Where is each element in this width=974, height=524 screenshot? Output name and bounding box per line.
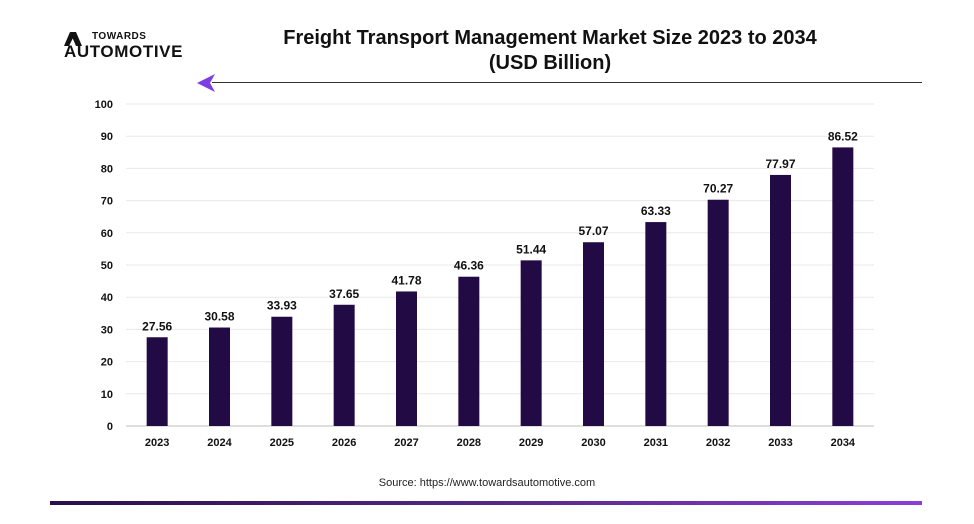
bar-2024 — [209, 327, 230, 426]
bar-2023 — [146, 337, 168, 426]
data-label-2031: 63.33 — [641, 204, 671, 218]
chart-title: Freight Transport Management Market Size… — [230, 26, 870, 76]
x-tick-label-2025: 2025 — [270, 437, 294, 449]
data-label-2028: 46.36 — [454, 259, 484, 273]
source-note: Source: https://www.towardsautomotive.co… — [378, 477, 596, 489]
x-tick-label-2028: 2028 — [457, 437, 481, 449]
x-tick-label-2026: 2026 — [332, 437, 356, 449]
chart-title-line2: (USD Billion) — [488, 52, 612, 74]
data-label-2026: 37.65 — [329, 287, 359, 301]
data-label-2025: 33.93 — [267, 299, 297, 313]
x-tick-label-2030: 2030 — [581, 437, 605, 449]
y-axis-ticks: 0 10 20 30 40 50 60 70 80 90 100 — [95, 99, 113, 433]
back-arrow-icon — [197, 74, 215, 92]
chart-title-line1: Freight Transport Management Market Size… — [283, 27, 817, 49]
brand-logo: TOWARDS AUTOMOTIVE — [62, 30, 212, 64]
x-tick-label-2027: 2027 — [394, 437, 418, 449]
y-tick-label: 20 — [101, 357, 113, 369]
brand-top-text: TOWARDS — [92, 31, 147, 42]
x-tick-label-2032: 2032 — [706, 437, 730, 449]
y-tick-label: 10 — [101, 389, 113, 401]
data-label-2033: 77.97 — [765, 157, 795, 171]
data-label-2023: 27.56 — [142, 319, 172, 333]
bar-2027 — [396, 291, 417, 426]
x-axis-ticks: 2023 2024 2025 2026 2027 2028 2029 2030 2031 2032… — [145, 437, 856, 449]
y-tick-label: 100 — [95, 99, 113, 111]
data-labels: 27.56 30.58 33.93 37.65 41.78 46.36 51.44 57.07… — [142, 129, 858, 333]
y-tick-label: 0 — [107, 421, 113, 433]
x-tick-label-2034: 2034 — [831, 437, 856, 449]
data-label-2027: 41.78 — [391, 273, 421, 287]
brand-logo-mark-icon — [64, 32, 82, 46]
x-tick-label-2031: 2031 — [644, 437, 668, 449]
y-tick-label: 50 — [101, 260, 113, 272]
bottom-accent-bar — [50, 501, 922, 505]
bar-2028 — [458, 276, 480, 426]
x-tick-label-2024: 2024 — [207, 437, 232, 449]
bar-2033 — [770, 174, 791, 426]
bar-2034 — [832, 147, 854, 427]
bar-2031 — [645, 222, 667, 426]
y-tick-label: 70 — [101, 196, 113, 208]
y-tick-label: 80 — [101, 163, 113, 175]
data-label-2024: 30.58 — [204, 310, 234, 324]
bar-2029 — [520, 260, 542, 426]
y-tick-label: 90 — [101, 131, 113, 143]
header-divider — [212, 82, 922, 83]
bar-2032 — [707, 199, 729, 426]
bars — [146, 147, 854, 427]
grid-lines — [126, 103, 874, 427]
bar-2030 — [583, 242, 604, 426]
x-tick-label-2029: 2029 — [519, 437, 543, 449]
y-tick-label: 30 — [101, 324, 113, 336]
bar-2026 — [333, 304, 355, 426]
data-label-2029: 51.44 — [516, 242, 546, 256]
y-tick-label: 60 — [101, 228, 113, 240]
brand-bottom-text: AUTOMOTIVE — [64, 42, 184, 61]
bar-2025 — [271, 316, 293, 426]
y-tick-label: 40 — [101, 292, 113, 304]
data-label-2034: 86.52 — [828, 129, 858, 143]
x-tick-label-2023: 2023 — [145, 437, 169, 449]
data-label-2032: 70.27 — [703, 182, 733, 196]
data-label-2030: 57.07 — [578, 224, 608, 238]
x-tick-label-2033: 2033 — [768, 437, 792, 449]
